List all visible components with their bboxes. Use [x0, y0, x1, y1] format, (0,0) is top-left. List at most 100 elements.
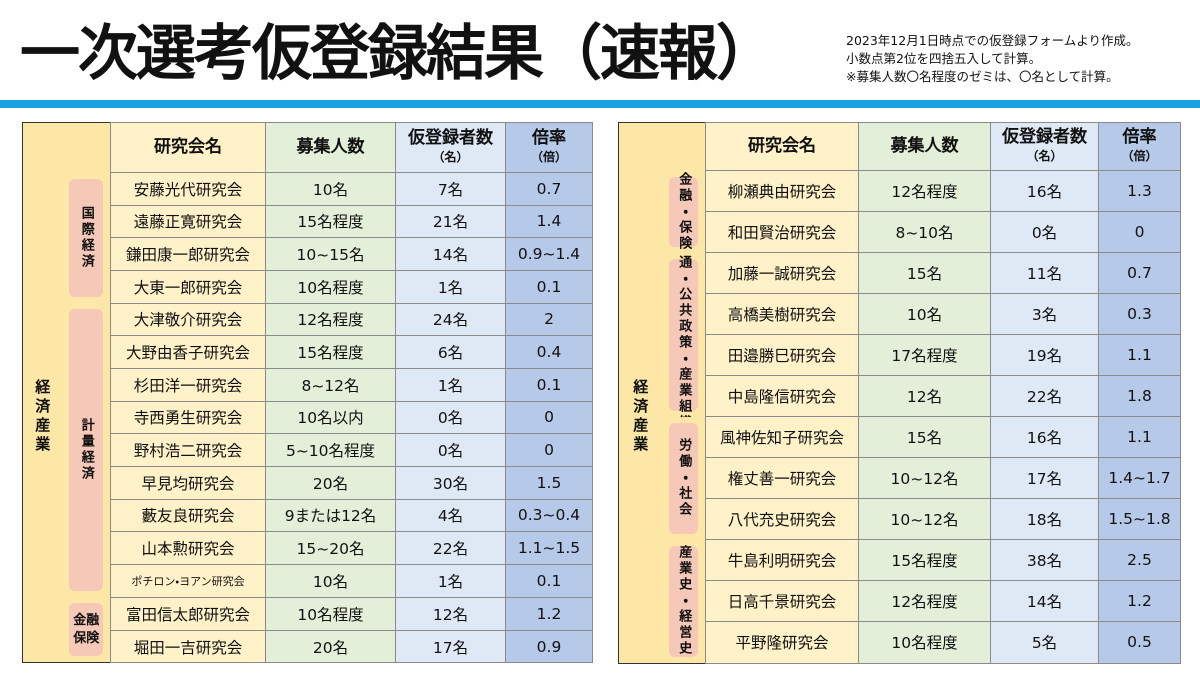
header-text: 募集人数: [890, 136, 959, 156]
data-row: 鎌田康一郎研究会 10~15名 14名 0.9~1.4: [23, 237, 593, 271]
ratio: 0.1: [505, 367, 593, 402]
data-row: 権丈善一研究会 10~12名 17名 1.4~1.7: [619, 457, 1181, 499]
seminar-name: 大東一郎研究会: [110, 269, 266, 304]
group-pill: 国際経済: [69, 178, 104, 298]
group-cell: 計量経済: [62, 303, 111, 598]
data-row: 和田賢治研究会 8~10名 0名 0: [619, 211, 1181, 253]
registrants: 24名: [395, 302, 506, 337]
seminar-name: 日高千景研究会: [705, 580, 859, 623]
note: 小数点第2位を四捨五入して計算。: [846, 51, 1042, 66]
ratio: 2: [505, 302, 593, 337]
registrants: 0名: [395, 400, 506, 435]
data-row: 藪友良研究会 9または12名 4名 0.3~0.4: [23, 498, 593, 533]
header-text: 研究会名: [154, 137, 222, 157]
capacity: 20名: [265, 629, 396, 664]
data-row: 八代充史研究会 10~12名 18名 1.5~1.8: [619, 498, 1181, 540]
registrants: 1名: [395, 367, 506, 402]
header-text: 倍率: [1122, 126, 1157, 147]
registrants: 0名: [395, 433, 506, 467]
seminar-name: 高橋美樹研究会: [705, 293, 859, 335]
header-unit: （名）: [1026, 148, 1063, 163]
group-pill: 労働・社会: [669, 422, 699, 534]
capacity: 15名: [858, 416, 991, 458]
data-row: 田邉勝巳研究会 17名程度 19名 1.1: [619, 334, 1181, 376]
capacity: 20名: [265, 465, 396, 500]
data-row: 経済産業 金融・保険 柳瀬典由研究会 12名程度 16名 1.3: [618, 170, 1181, 663]
capacity: 10名: [265, 563, 396, 598]
group-cell: 国際経済: [62, 172, 111, 304]
seminar-name: 杉田洋一研究会: [110, 367, 266, 402]
capacity: 12名: [858, 375, 991, 417]
ratio: 0.1: [505, 563, 593, 598]
registrants: 5名: [990, 621, 1099, 664]
seminar-name: 大野由香子研究会: [110, 335, 266, 369]
capacity: 10名: [265, 172, 396, 206]
capacity: 10名以内: [265, 400, 396, 435]
group-cell: 交通・公共政策・産業組織: [662, 252, 706, 417]
ratio: 0.1: [505, 269, 593, 304]
ratio: 1.4~1.7: [1098, 457, 1181, 499]
data-row: 大野由香子研究会 15名程度 6名 0.4: [23, 335, 593, 369]
data-row: 金融保険 富田信太郎研究会 10名程度 12名 1.2: [23, 596, 593, 663]
registrants: 22名: [990, 375, 1099, 417]
group-cell: 金融保険: [62, 597, 111, 663]
group-label: 産業史・経営史: [676, 545, 692, 657]
capacity: 10~12名: [858, 498, 991, 540]
seminar-name: 八代充史研究会: [705, 498, 859, 540]
ratio: 2.5: [1098, 538, 1181, 582]
registrants: 17名: [990, 457, 1099, 499]
header-cell: 募集人数: [858, 122, 991, 171]
ratio: 0.7: [1098, 252, 1181, 294]
seminar-name: 和田賢治研究会: [705, 211, 859, 253]
data-row: 労働・社会 風神佐知子研究会 15名 16名 1.1: [619, 416, 1181, 540]
registrants: 30名: [395, 465, 506, 500]
ratio: 0: [505, 400, 593, 435]
capacity: 5~10名程度: [265, 433, 396, 467]
registrants: 1名: [395, 269, 506, 304]
capacity: 17名程度: [858, 334, 991, 376]
capacity: 15名程度: [858, 538, 991, 582]
registrants: 14名: [395, 237, 506, 271]
header-unit: （倍）: [530, 149, 567, 164]
capacity: 10名程度: [265, 269, 396, 304]
capacity: 12名程度: [265, 302, 396, 337]
header-text: 研究会名: [748, 136, 816, 156]
data-row: 経済産業 国際経済 安藤光代研究会 10名 7名 0.7: [22, 172, 593, 663]
registrants: 4名: [395, 498, 506, 533]
seminar-name: 早見均研究会: [110, 465, 266, 500]
capacity: 10~15名: [265, 237, 396, 271]
group-label: 計量経済: [78, 418, 94, 483]
seminar-name: 大津敬介研究会: [110, 302, 266, 337]
registrants: 19名: [990, 334, 1099, 376]
registrants: 18名: [990, 498, 1099, 540]
group-pill: 計量経済: [69, 309, 104, 592]
header-text: 募集人数: [296, 137, 365, 157]
ratio: 0.3~0.4: [505, 498, 593, 533]
registrants: 11名: [990, 252, 1099, 294]
seminar-name: 遠藤正寛研究会: [110, 204, 266, 239]
data-row: 中島隆信研究会 12名 22名 1.8: [619, 375, 1181, 417]
data-row: 野村浩二研究会 5~10名程度 0名 0: [23, 433, 593, 467]
capacity: 12名程度: [858, 170, 991, 212]
ratio: 0.9~1.4: [505, 237, 593, 271]
group-cell: 金融・保険: [662, 170, 706, 253]
group-pill: 産業史・経営史: [669, 545, 699, 657]
registrants: 6名: [395, 335, 506, 369]
capacity: 15名: [858, 252, 991, 294]
ratio: 1.1: [1098, 334, 1181, 376]
seminar-name: ポチロン・ヨアン研究会: [110, 563, 266, 598]
data-row: 交通・公共政策・産業組織 加藤一誠研究会 15名 11名 0.7: [619, 252, 1181, 417]
seminar-name: 野村浩二研究会: [110, 433, 266, 467]
registrants: 3名: [990, 293, 1099, 335]
divider-bar: [0, 100, 1200, 108]
ratio: 0.7: [505, 172, 593, 206]
seminar-name: 加藤一誠研究会: [705, 252, 859, 294]
seminar-name: 中島隆信研究会: [705, 375, 859, 417]
ratio: 1.2: [1098, 580, 1181, 623]
data-row: 遠藤正寛研究会 15名程度 21名 1.4: [23, 204, 593, 239]
capacity: 8~12名: [265, 367, 396, 402]
data-row: 計量経済 大津敬介研究会 12名程度 24名 2: [23, 302, 593, 598]
header-text: 倍率: [532, 127, 566, 148]
registrants: 38名: [990, 538, 1099, 582]
